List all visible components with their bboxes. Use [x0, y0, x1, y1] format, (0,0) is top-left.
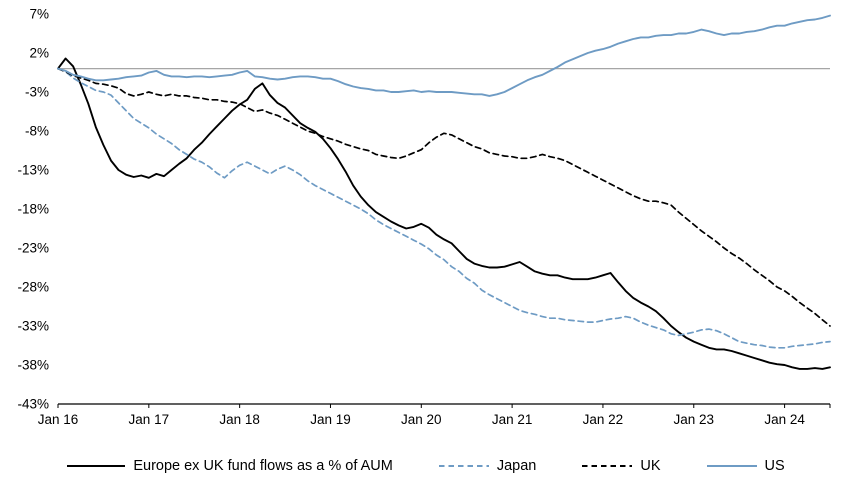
x-axis-tick-label: Jan 21: [492, 412, 533, 427]
chart-legend: Europe ex UK fund flows as a % of AUM Ja…: [0, 458, 852, 474]
y-axis-tick-label: -18%: [17, 202, 49, 217]
europe-ex-uk-line-key-icon: [67, 464, 126, 468]
legend-item-europe-ex-uk: Europe ex UK fund flows as a % of AUM: [67, 458, 393, 474]
y-axis-tick-label: -23%: [17, 241, 49, 256]
series-line-uk: [57, 67, 831, 327]
y-axis-tick-label: -43%: [17, 397, 49, 412]
plot-area: 7%2%-3%-8%-13%-18%-23%-28%-33%-38%-43%Ja…: [17, 7, 831, 427]
x-axis-tick-label: Jan 22: [583, 412, 624, 427]
legend-label-japan: Japan: [496, 458, 537, 474]
y-axis-tick-label: -13%: [17, 163, 49, 178]
y-axis-tick-label: -8%: [25, 124, 49, 139]
y-axis-tick-label: -3%: [25, 85, 49, 100]
x-axis-tick-label: Jan 19: [310, 412, 351, 427]
y-axis-tick-label: -38%: [17, 358, 49, 373]
x-axis-tick-label: Jan 23: [673, 412, 714, 427]
series-line-us: [57, 14, 831, 97]
legend-item-uk: UK: [582, 458, 661, 474]
legend-label-us: US: [764, 458, 785, 474]
legend-item-us: US: [706, 458, 785, 474]
legend-item-japan: Japan: [438, 458, 537, 474]
x-axis-tick-label: Jan 20: [401, 412, 442, 427]
y-axis-tick-label: 7%: [29, 7, 49, 22]
y-axis-tick-label: -28%: [17, 280, 49, 295]
series-line-europe-ex-uk-fund-flows-as-a-of-aum: [57, 57, 831, 370]
legend-label-uk: UK: [640, 458, 661, 474]
x-axis-tick-label: Jan 18: [219, 412, 260, 427]
us-line-key-icon: [706, 464, 757, 468]
x-axis-tick-label: Jan 24: [764, 412, 805, 427]
series-line-japan: [57, 67, 831, 349]
y-axis-tick-label: 2%: [29, 46, 49, 61]
japan-line-key-icon: [438, 465, 489, 467]
fund-flows-chart: 7% 2% -3% -8% -13% -18% -23% -28% -33% -38% -43% Ja…: [17, 7, 831, 427]
x-axis-tick-label: Jan 16: [38, 412, 79, 427]
legend-label-europe-ex-uk: Europe ex UK fund flows as a % of AUM: [133, 458, 393, 474]
uk-line-key-icon: [582, 465, 633, 467]
x-axis-tick-label: Jan 17: [129, 412, 170, 427]
y-axis-tick-label: -33%: [17, 319, 49, 334]
